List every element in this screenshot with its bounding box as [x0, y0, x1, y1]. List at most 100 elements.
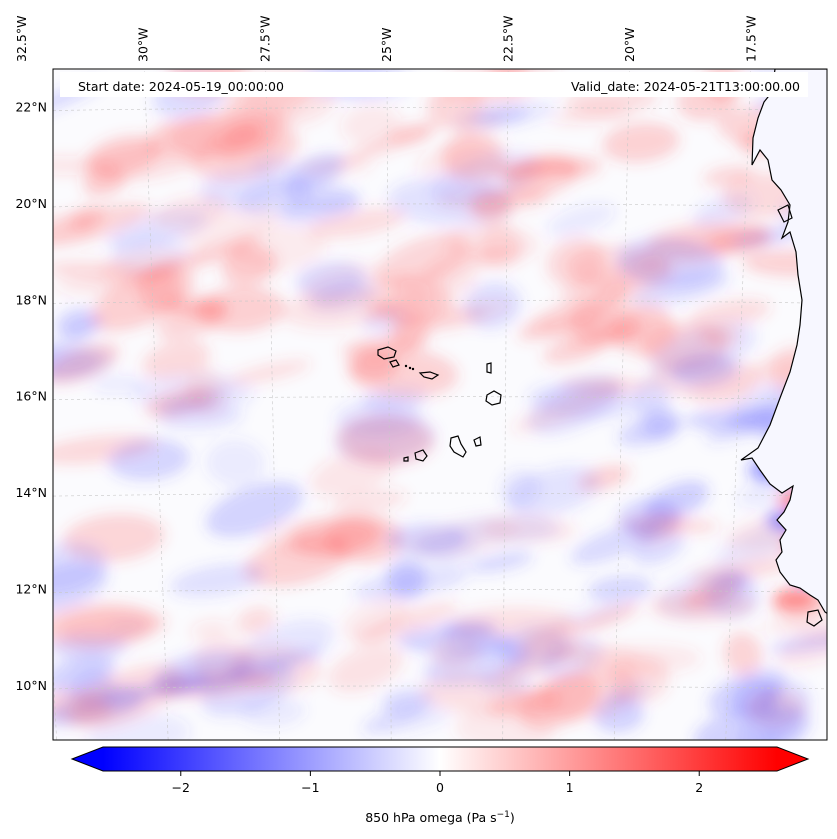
omega-field-patch: [546, 203, 616, 238]
longitude-label: 20°W: [622, 27, 637, 62]
omega-field-patch: [618, 498, 680, 538]
latitude-label: 22°N: [15, 100, 47, 115]
omega-field-patch: [331, 490, 408, 514]
colorbar: −2 −1 0 1 2 850 hPa omega (Pa s−1): [70, 746, 810, 825]
omega-field-patch: [602, 122, 680, 163]
omega-field-patch: [340, 104, 402, 146]
omega-field-patch: [106, 208, 209, 251]
omega-field-patch: [386, 523, 467, 556]
colorbar-label: 850 hPa omega (Pa s−1): [365, 810, 515, 825]
omega-field-patch: [464, 281, 522, 330]
omega-field-patch: [431, 633, 481, 670]
omega-field-patch: [221, 245, 277, 286]
meridian-line: [502, 69, 509, 740]
omega-field-patch: [236, 179, 312, 216]
cape-verde-fogo: [414, 449, 428, 462]
omega-field-patch: [708, 669, 786, 716]
longitude-label: 27.5°W: [257, 16, 272, 62]
parallel-line: [53, 589, 827, 593]
omega-field-patch: [757, 680, 812, 726]
title-background: [60, 72, 808, 97]
omega-field-patch: [670, 353, 739, 388]
omega-field-patch: [605, 681, 650, 706]
latitude-label: 20°N: [15, 196, 47, 211]
omega-field-patch: [337, 123, 441, 165]
latitude-label: 14°N: [15, 485, 47, 500]
colorbar-tick-label: −2: [172, 780, 190, 795]
omega-field-patch: [416, 142, 490, 178]
coastlines: [377, 69, 827, 627]
valid-date-label: Valid_date: 2024-05-21T13:00:00.00: [571, 79, 800, 94]
omega-field-patch: [170, 563, 266, 597]
omega-field-patch: [353, 565, 470, 601]
latitude-label: 16°N: [15, 389, 47, 404]
omega-field-patch: [91, 375, 145, 393]
meridian-line: [725, 69, 751, 740]
latitude-label: 10°N: [15, 678, 47, 693]
longitude-label: 32.5°W: [14, 16, 29, 62]
latitude-label: 18°N: [15, 292, 47, 307]
omega-field-patch: [53, 542, 107, 595]
omega-field-patch: [420, 673, 532, 715]
colorbar-min-extension: [72, 747, 103, 771]
africa-coastline: [740, 69, 827, 615]
omega-field-patch: [707, 227, 772, 253]
omega-field-patch: [53, 653, 116, 694]
longitude-label: 25°W: [379, 27, 394, 62]
omega-field-patch: [141, 340, 211, 380]
map-panel: Start date: 2024-05-19_00:00:00 Valid_da…: [14, 16, 828, 741]
start-date-label: Start date: 2024-05-19_00:00:00: [78, 79, 284, 94]
omega-field-patch: [445, 516, 561, 543]
omega-field-patch: [144, 674, 212, 697]
omega-field-patch: [451, 607, 576, 638]
omega-field-patch: [518, 672, 601, 729]
meridian-line: [613, 69, 630, 740]
longitude-label: 17.5°W: [743, 16, 758, 62]
colorbar-max-extension: [777, 747, 808, 771]
cape-verde-sal: [486, 362, 492, 374]
omega-field-patch: [506, 466, 601, 517]
omega-field-patch: [640, 406, 680, 440]
colorbar-tick-label: 0: [436, 780, 444, 795]
colorbar-tick-label: −1: [301, 780, 319, 795]
omega-field-patch: [490, 158, 566, 176]
omega-field-patch: [704, 572, 761, 618]
omega-field-patch: [53, 634, 128, 659]
longitude-label: 30°W: [136, 27, 151, 62]
meridian-line: [386, 69, 392, 740]
cape-verde-boa-vista: [485, 390, 502, 406]
omega-field-patch: [227, 360, 312, 385]
omega-field-patch: [768, 631, 827, 653]
omega-field-patch: [551, 105, 631, 125]
latitude-labels: 22°N 20°N 18°N 16°N 14°N 12°N 10°N: [15, 100, 47, 693]
parallel-line: [53, 203, 827, 208]
colorbar-ticks: −2 −1 0 1 2: [172, 771, 703, 795]
omega-field-patch: [236, 606, 276, 636]
omega-field-patch: [240, 696, 306, 727]
omega-field-patch: [108, 439, 190, 481]
omega-field-patch: [359, 701, 424, 735]
colorbar-tick-label: 2: [695, 780, 703, 795]
omega-field-patch: [55, 609, 168, 643]
omega-field-patch: [570, 294, 670, 339]
omega-field-patch: [472, 108, 529, 125]
omega-field-patch: [559, 157, 602, 178]
omega-field-patch: [773, 590, 817, 610]
bissagos-islands: [806, 609, 823, 627]
parallel-line: [53, 396, 827, 400]
omega-field-patch: [205, 481, 304, 538]
omega-field-patch: [70, 205, 105, 231]
graticule: [53, 69, 827, 740]
omega-field-patch: [468, 551, 534, 573]
omega-field-patch: [379, 284, 454, 324]
omega-field-patch: [336, 415, 435, 466]
omega-field-patch: [190, 619, 232, 641]
cape-verde-brava: [403, 456, 409, 462]
omega-field-patch: [512, 383, 624, 433]
omega-field-patch: [145, 114, 259, 159]
colorbar-outline: [70, 746, 810, 772]
omega-field-patch: [91, 267, 195, 332]
omega-field-patch: [325, 514, 404, 563]
omega-field-patch: [616, 237, 724, 288]
